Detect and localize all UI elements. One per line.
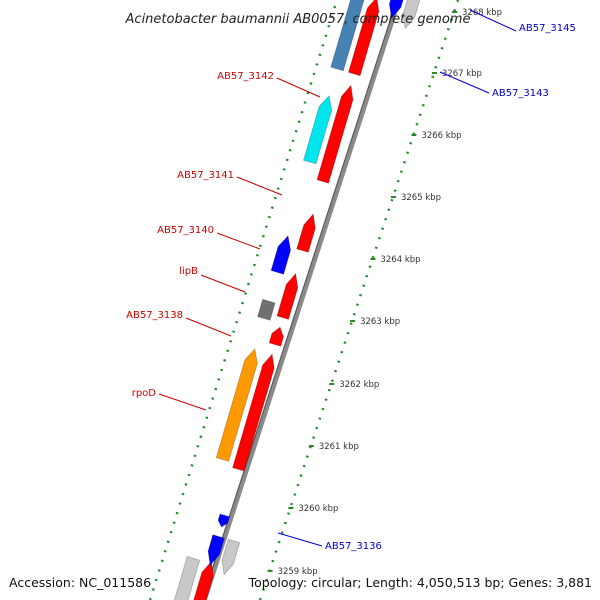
gene-label-leader xyxy=(469,9,517,32)
gene-label-leader xyxy=(216,232,261,250)
gene-label: AB57_3142 xyxy=(217,71,274,82)
gene-label-leader xyxy=(185,317,232,337)
scale-tick-label: 3263 kbp xyxy=(360,317,400,327)
cds-arrow xyxy=(296,213,316,253)
lagging-cds-blue xyxy=(207,534,225,567)
scale-tick-label: 3267 kbp xyxy=(442,69,482,79)
cog-bar-gray xyxy=(257,298,276,321)
gene-label: AB57_3136 xyxy=(325,541,382,552)
scale-tick-label: 3265 kbp xyxy=(401,193,441,203)
cds-arrow xyxy=(232,353,275,472)
scale-tick-label: 3259 kbp xyxy=(278,567,318,577)
gene-label-leader xyxy=(439,71,490,94)
map-title: Acinetobacter baumannii AB0057, complete… xyxy=(125,12,471,27)
gene-label: lipB xyxy=(179,266,198,277)
gene-label-leader xyxy=(200,274,246,293)
gene-label: AB57_3138 xyxy=(126,310,183,321)
cds-arrow xyxy=(268,326,284,347)
accession-text: Accession: NC_011586 xyxy=(9,575,151,590)
scale-tick-label: 3266 kbp xyxy=(421,131,461,141)
gene-label: AB57_3143 xyxy=(492,88,549,99)
cds-arrow xyxy=(348,0,380,77)
lagging-cds-gray xyxy=(402,0,421,30)
cog-bar-orange xyxy=(215,348,258,462)
cog-bar-gray xyxy=(174,556,201,600)
scale-tick-label: 3262 kbp xyxy=(339,380,379,390)
gene-label-leader xyxy=(276,77,321,98)
gene-label-leader xyxy=(236,176,283,196)
cog-bar-cyan xyxy=(303,94,333,165)
gene-label-leader xyxy=(158,393,207,411)
lagging-cds-gray xyxy=(221,538,241,576)
cds-arrow xyxy=(276,272,299,320)
genome-backbone-edge xyxy=(201,0,398,600)
cog-bar-blue xyxy=(270,235,292,275)
gene-label: AB57_3145 xyxy=(519,23,576,34)
gene-label-leader xyxy=(277,532,323,547)
scale-tick-label: 3260 kbp xyxy=(298,504,338,514)
gene-label: rpoD xyxy=(132,388,157,399)
genome-stats-text: Topology: circular; Length: 4,050,513 bp… xyxy=(248,575,592,590)
scale-tick-label: 3261 kbp xyxy=(319,442,359,452)
scale-tick-label: 3264 kbp xyxy=(381,255,421,265)
lagging-cds-blue xyxy=(217,513,231,528)
gene-label: AB57_3141 xyxy=(177,170,234,181)
cog-bar-steelblue xyxy=(330,0,365,72)
lagging-cds-blue xyxy=(388,0,404,20)
cds-arrow xyxy=(193,560,214,600)
genome-backbone xyxy=(201,0,402,600)
gene-label: AB57_3140 xyxy=(157,225,214,236)
cds-arrow xyxy=(316,84,354,184)
scale-tick-label: 3268 kbp xyxy=(462,8,502,18)
